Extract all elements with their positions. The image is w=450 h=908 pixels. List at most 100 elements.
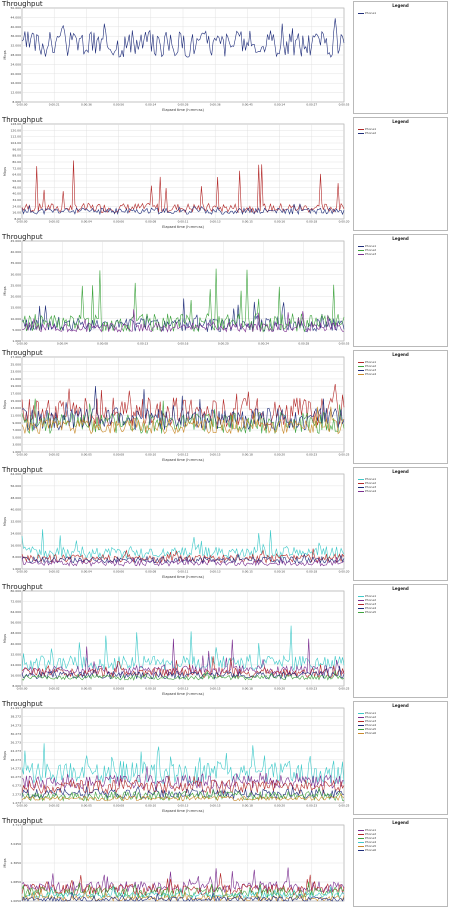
- y-tick-label: 104.00: [11, 141, 22, 145]
- legend-label: Phone1: [365, 711, 377, 715]
- y-tick-label: 21.000: [11, 377, 22, 381]
- x-tick-label: 0:00:12: [178, 453, 189, 457]
- x-tick-label: 0:00:06: [113, 570, 124, 574]
- y-tick-label: 19.000: [11, 384, 22, 388]
- y-tick-label: 24.000: [11, 62, 22, 66]
- x-tick-label: 0:00:06: [113, 220, 124, 224]
- legend-title: Legend: [392, 469, 409, 474]
- chart-title: Throughput: [2, 583, 43, 591]
- x-tick-label: 0:00:20: [274, 453, 285, 457]
- legend-item: Phone3: [358, 252, 376, 256]
- x-tick-label: 0:00:24: [258, 342, 269, 346]
- legend-swatch: [358, 720, 364, 722]
- y-tick-label: 8.000: [12, 684, 21, 688]
- x-tick-label: 0:00:08: [113, 687, 124, 691]
- x-tick-label: 0:00:14: [274, 103, 285, 107]
- legend-swatch: [358, 837, 364, 839]
- x-tick-label: 0:00:20: [274, 687, 285, 691]
- x-tick-label: 0:00:15: [210, 804, 221, 808]
- legend-swatch: [358, 849, 364, 851]
- x-tick-label: 0:00:05: [81, 804, 92, 808]
- x-axis-label: Elapsed time (h:mm:ss): [162, 225, 204, 229]
- legend-swatch: [358, 482, 364, 484]
- y-tick-label: 112.00: [11, 135, 22, 139]
- legend-swatch: [358, 365, 364, 367]
- legend-swatch: [358, 486, 364, 488]
- legend-item: Phone3: [358, 719, 376, 723]
- series-line: [21, 556, 345, 567]
- y-tick-label: 5.000: [12, 435, 21, 439]
- y-tick-label: 1.000: [12, 567, 21, 571]
- legend-swatch: [358, 732, 364, 734]
- y-axis-label: Mbps: [3, 50, 7, 59]
- legend-label: Phone1: [365, 594, 377, 598]
- y-tick-label: 28.000: [11, 53, 22, 57]
- y-axis-label: Mbps: [3, 858, 7, 867]
- y-tick-label: 88.00: [12, 154, 21, 158]
- legend-swatch: [358, 373, 364, 375]
- chart-panel: Throughput 64.000 56.000 48.000 40.000 32.000…: [0, 466, 450, 582]
- y-tick-label: 8.000: [12, 100, 21, 104]
- series-line: [21, 669, 345, 681]
- legend-label: Phone2: [365, 481, 377, 485]
- x-tick-label: 0:00:10: [145, 687, 156, 691]
- legend-item: Phone2: [358, 715, 376, 719]
- legend-item: Phone4: [358, 489, 376, 493]
- x-tick-label: 0:00:11: [178, 220, 189, 224]
- legend-label: Phone1: [365, 244, 377, 248]
- legend-label: Phone5: [365, 727, 377, 731]
- y-tick-label: 40.000: [11, 250, 22, 254]
- x-tick-label: 0:00:08: [145, 220, 156, 224]
- legend: Legend Phone1 Phone2: [353, 117, 448, 231]
- line-chart: 3.717 3.0450 2.3650 1.6850 1.0050 Mbps: [3, 823, 345, 903]
- x-tick-label: 0:00:00: [17, 342, 28, 346]
- y-tick-label: 1.273: [12, 801, 21, 805]
- chart-panel: Throughput 3.717 3.0450 2.3650 1.6850 1.0050 M…: [0, 817, 450, 908]
- y-tick-label: 3.717: [12, 823, 21, 827]
- x-tick-label: 0:00:28: [298, 342, 309, 346]
- x-tick-label: 0:00:02: [49, 804, 60, 808]
- series-line: [21, 18, 345, 58]
- x-tick-label: 0:00:55: [339, 103, 350, 107]
- y-tick-label: 15.000: [11, 399, 22, 403]
- line-chart: 80.000 72.000 64.000 56.000 48.000 40.000 32.0…: [3, 589, 350, 696]
- y-tick-label: 40.000: [11, 642, 22, 646]
- chart-panel: Throughput 80.000 72.000 64.000 56.000 48.000…: [0, 583, 450, 699]
- legend-label: Phone4: [365, 723, 377, 727]
- y-tick-label: 20.000: [11, 295, 22, 299]
- legend-swatch: [358, 249, 364, 251]
- legend-label: Phone1: [365, 828, 377, 832]
- legend-item: Phone2: [358, 364, 376, 368]
- x-tick-label: 0:00:02: [49, 570, 60, 574]
- x-tick-label: 0:00:04: [81, 570, 92, 574]
- x-tick-label: 0:00:16: [274, 570, 285, 574]
- y-tick-label: 56.000: [11, 484, 22, 488]
- y-tick-label: 24.000: [11, 531, 22, 535]
- x-tick-label: 0:00:00: [17, 570, 28, 574]
- legend-item: Phone1: [358, 828, 376, 832]
- y-tick-label: 18.273: [11, 758, 22, 762]
- y-axis-label: Mbps: [3, 286, 7, 295]
- x-tick-label: 0:00:18: [242, 453, 253, 457]
- legend-item: Phone2: [358, 248, 376, 252]
- legend-label: Phone3: [365, 719, 377, 723]
- y-tick-label: 24.00: [12, 204, 21, 208]
- x-tick-label: 0:00:14: [145, 103, 156, 107]
- x-tick-label: 0:00:20: [339, 570, 350, 574]
- y-tick-label: 40.000: [11, 25, 22, 29]
- y-tick-label: 22.273: [11, 749, 22, 753]
- x-tick-label: 0:00:23: [306, 687, 317, 691]
- series-line: [21, 548, 345, 564]
- legend-item: Phone6: [358, 731, 376, 735]
- x-tick-label: 0:00:00: [17, 103, 28, 107]
- y-tick-label: 20.000: [11, 72, 22, 76]
- chart-panel: Throughput 50.000 44.000 40.000 36.000 32.000…: [0, 0, 450, 115]
- x-tick-label: 0:00:02: [49, 687, 60, 691]
- legend-label: Phone2: [365, 248, 377, 252]
- y-tick-label: 1.000: [12, 450, 21, 454]
- x-tick-label: 0:00:18: [306, 220, 317, 224]
- series-line: [21, 203, 345, 216]
- series-line: [21, 881, 345, 899]
- x-axis-label: Elapsed time (h:mm:ss): [162, 809, 204, 813]
- x-tick-label: 0:00:02: [49, 220, 60, 224]
